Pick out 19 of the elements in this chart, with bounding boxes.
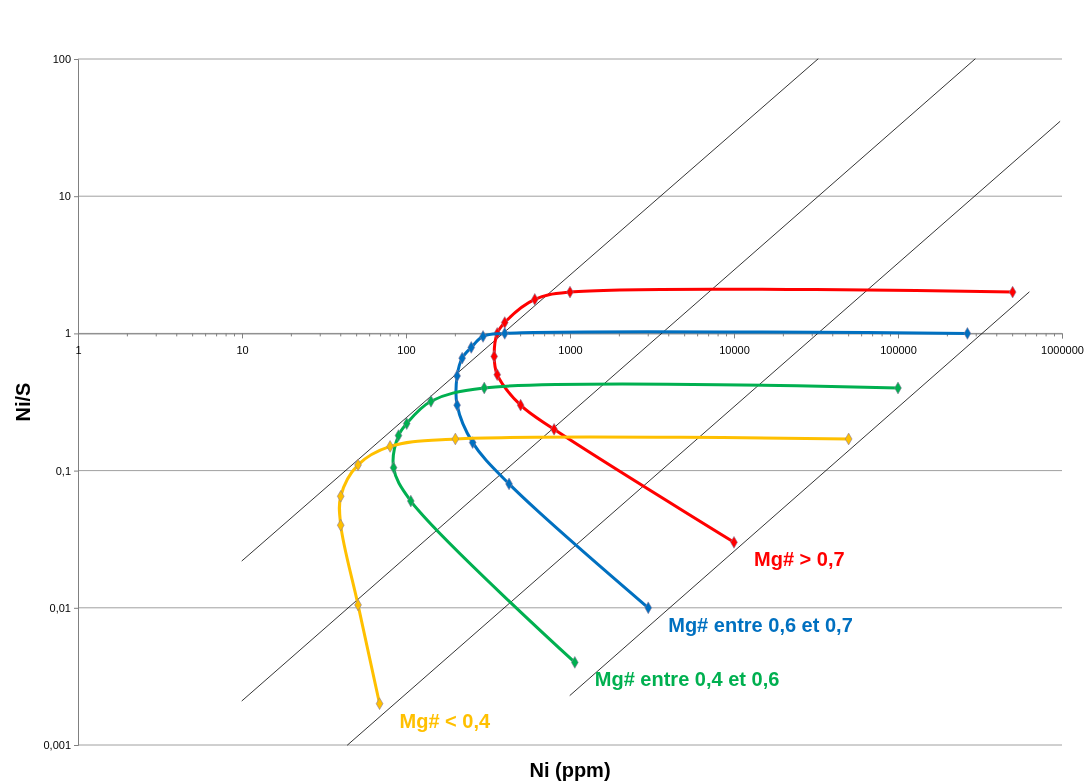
y-tick-label: 0,1	[55, 464, 71, 477]
y-tick-label: 0,01	[49, 601, 71, 614]
series-label: Mg# entre 0,6 et 0,7	[668, 613, 853, 636]
y-tick-label: 1	[64, 327, 71, 340]
series-label: Mg# < 0,4	[399, 709, 492, 732]
x-tick-label: 10000	[719, 344, 750, 357]
x-tick-label: 100	[397, 344, 416, 357]
x-tick-label: 100000	[880, 344, 917, 357]
series-label: Mg# entre 0,4 et 0,6	[594, 668, 780, 691]
y-tick-label: 10	[58, 190, 71, 203]
x-tick-label: 1	[75, 344, 82, 357]
y-tick-label: 100	[52, 53, 71, 66]
x-tick-label: 1000	[558, 344, 583, 357]
y-axis-title: Ni/S	[12, 382, 34, 422]
series-label: Mg# > 0,7	[754, 548, 845, 571]
x-axis-title: Ni (ppm)	[529, 759, 611, 781]
x-tick-label: 1000000	[1041, 344, 1084, 357]
x-tick-label: 10	[236, 344, 249, 357]
y-tick-label: 0,001	[43, 739, 71, 752]
